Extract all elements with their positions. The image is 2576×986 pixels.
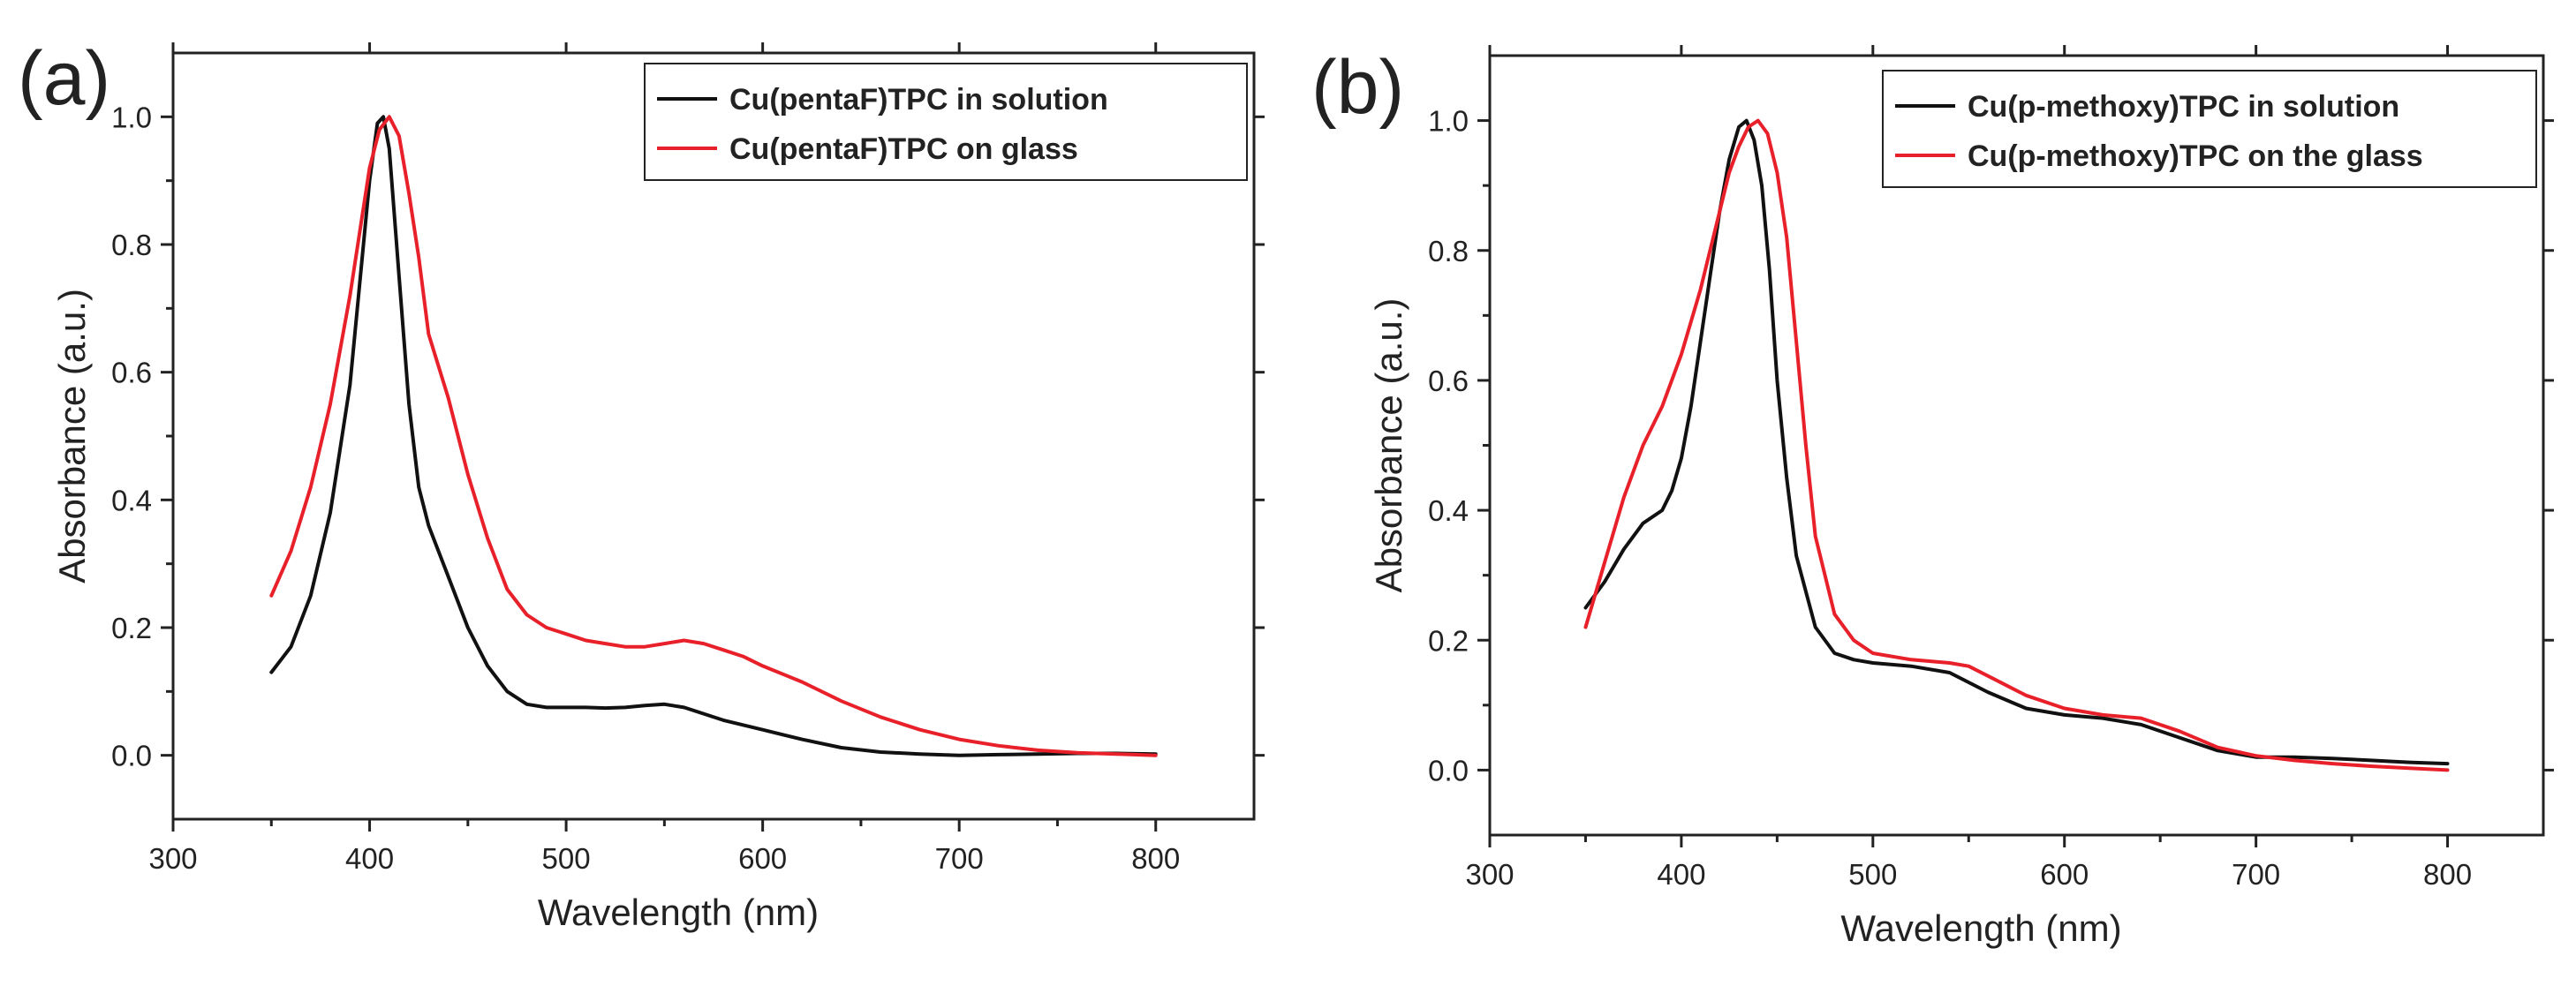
legend: Cu(p-methoxy)TPC in solution Cu(p-methoxy… bbox=[1882, 70, 2537, 188]
y-tick-label: 0.2 bbox=[111, 612, 152, 644]
x-tick-label: 700 bbox=[2232, 858, 2280, 891]
y-tick-label: 1.0 bbox=[1428, 105, 1469, 138]
y-tick-label: 0.0 bbox=[1428, 754, 1469, 787]
chart-panel-b: (b) 300 400 500 600 700 800 0.0 0.2 0.4 0.6 0.8 1.0 W… bbox=[1311, 45, 2554, 949]
legend-box bbox=[644, 63, 1248, 181]
y-tick-label: 0.0 bbox=[111, 740, 152, 772]
legend-entry: Cu(pentaF)TPC on glass bbox=[729, 132, 1078, 166]
x-tick-label: 700 bbox=[935, 842, 984, 875]
x-tick-label: 800 bbox=[2423, 858, 2472, 891]
x-tick-label: 500 bbox=[1848, 858, 1897, 891]
series-line-glass bbox=[1583, 118, 2450, 772]
legend-entry: Cu(p-methoxy)TPC on the glass bbox=[1968, 139, 2423, 173]
x-tick-label: 300 bbox=[148, 842, 197, 875]
y-tick-label: 0.4 bbox=[1428, 494, 1469, 527]
x-tick-label: 800 bbox=[1131, 842, 1180, 875]
x-tick-label: 400 bbox=[345, 842, 394, 875]
series-line-solution bbox=[269, 115, 1158, 757]
y-tick-label: 0.6 bbox=[1428, 365, 1469, 397]
legend: Cu(pentaF)TPC in solution Cu(pentaF)TPC o… bbox=[644, 63, 1248, 181]
panel-label: (a) bbox=[18, 36, 110, 121]
y-tick-label: 0.6 bbox=[111, 357, 152, 389]
x-tick-label: 600 bbox=[738, 842, 787, 875]
x-axis-label: Wavelength (nm) bbox=[1840, 907, 2121, 949]
legend-entry: Cu(p-methoxy)TPC in solution bbox=[1968, 90, 2399, 124]
x-tick-label: 300 bbox=[1465, 858, 1514, 891]
legend-entry: Cu(pentaF)TPC in solution bbox=[729, 83, 1108, 117]
y-tick-label: 0.4 bbox=[111, 484, 152, 516]
y-tick-label: 0.8 bbox=[1428, 235, 1469, 267]
series-line-glass bbox=[269, 115, 1158, 757]
x-tick-label: 400 bbox=[1657, 858, 1705, 891]
y-tick-label: 0.2 bbox=[1428, 624, 1469, 657]
chart-panel-a: (a) 300 400 500 600 700 800 0.0 0.2 0.4 0.6 0.8 1.0 W… bbox=[18, 36, 1265, 933]
x-tick-label: 600 bbox=[2040, 858, 2089, 891]
y-tick-label: 0.8 bbox=[111, 229, 152, 261]
y-axis-label: Absorbance (a.u.) bbox=[1368, 298, 1409, 593]
legend-box bbox=[1882, 70, 2537, 188]
series-line-solution bbox=[1583, 118, 2450, 766]
y-tick-label: 1.0 bbox=[111, 101, 152, 133]
panel-label: (b) bbox=[1311, 45, 1404, 130]
x-axis-label: Wavelength (nm) bbox=[538, 892, 819, 933]
x-tick-label: 500 bbox=[542, 842, 591, 875]
y-axis-label: Absorbance (a.u.) bbox=[51, 289, 93, 583]
